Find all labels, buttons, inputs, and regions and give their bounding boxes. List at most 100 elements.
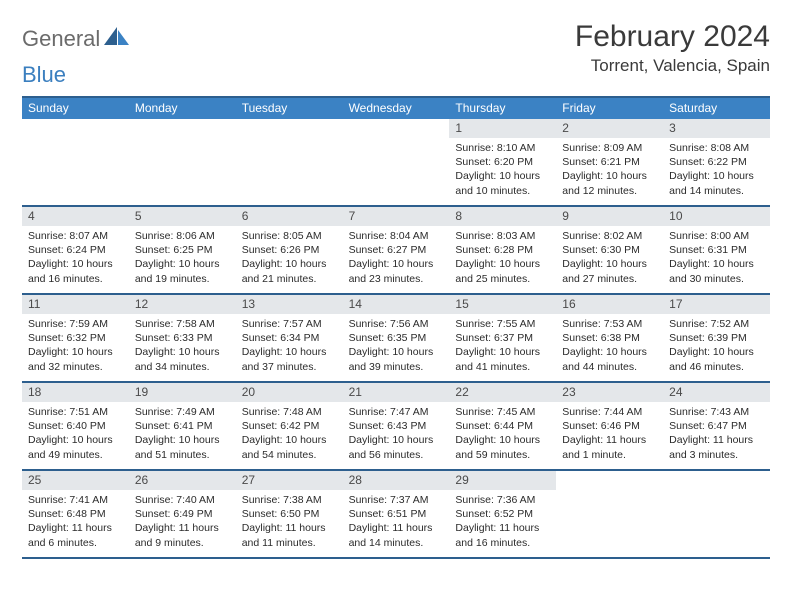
day-number — [663, 471, 770, 476]
day-cell: 13Sunrise: 7:57 AMSunset: 6:34 PMDayligh… — [236, 295, 343, 381]
sunrise-text: Sunrise: 7:36 AM — [455, 493, 550, 507]
day-details: Sunrise: 7:37 AMSunset: 6:51 PMDaylight:… — [343, 490, 450, 554]
day-details: Sunrise: 8:04 AMSunset: 6:27 PMDaylight:… — [343, 226, 450, 290]
weekday-header: Tuesday — [236, 98, 343, 119]
sunset-text: Sunset: 6:38 PM — [562, 331, 657, 345]
day-details: Sunrise: 8:06 AMSunset: 6:25 PMDaylight:… — [129, 226, 236, 290]
day-cell: 18Sunrise: 7:51 AMSunset: 6:40 PMDayligh… — [22, 383, 129, 469]
day-number: 8 — [449, 207, 556, 226]
day-cell: 7Sunrise: 8:04 AMSunset: 6:27 PMDaylight… — [343, 207, 450, 293]
week-row: 1Sunrise: 8:10 AMSunset: 6:20 PMDaylight… — [22, 119, 770, 207]
daylight-text: Daylight: 10 hours and 39 minutes. — [349, 345, 444, 373]
day-details: Sunrise: 7:52 AMSunset: 6:39 PMDaylight:… — [663, 314, 770, 378]
sunset-text: Sunset: 6:46 PM — [562, 419, 657, 433]
daylight-text: Daylight: 10 hours and 25 minutes. — [455, 257, 550, 285]
daylight-text: Daylight: 10 hours and 12 minutes. — [562, 169, 657, 197]
sunrise-text: Sunrise: 7:56 AM — [349, 317, 444, 331]
day-cell — [22, 119, 129, 205]
day-cell: 2 Sunrise: 8:09 AMSunset: 6:21 PMDaylight… — [556, 119, 663, 205]
day-details: Sunrise: 7:47 AMSunset: 6:43 PMDaylight:… — [343, 402, 450, 466]
day-details: Sunrise: 7:36 AMSunset: 6:52 PMDaylight:… — [449, 490, 556, 554]
daylight-text: Daylight: 10 hours and 44 minutes. — [562, 345, 657, 373]
sunrise-text: Sunrise: 8:05 AM — [242, 229, 337, 243]
daylight-text: Daylight: 10 hours and 41 minutes. — [455, 345, 550, 373]
day-cell — [236, 119, 343, 205]
sunrise-text: Sunrise: 7:37 AM — [349, 493, 444, 507]
sunset-text: Sunset: 6:47 PM — [669, 419, 764, 433]
day-number: 9 — [556, 207, 663, 226]
sunset-text: Sunset: 6:31 PM — [669, 243, 764, 257]
day-number: 22 — [449, 383, 556, 402]
daylight-text: Daylight: 10 hours and 46 minutes. — [669, 345, 764, 373]
sunset-text: Sunset: 6:43 PM — [349, 419, 444, 433]
day-cell: 20Sunrise: 7:48 AMSunset: 6:42 PMDayligh… — [236, 383, 343, 469]
day-details: Sunrise: 8:07 AMSunset: 6:24 PMDaylight:… — [22, 226, 129, 290]
logo: General — [22, 26, 132, 52]
sunset-text: Sunset: 6:41 PM — [135, 419, 230, 433]
daylight-text: Daylight: 11 hours and 11 minutes. — [242, 521, 337, 549]
logo-sail-icon — [104, 27, 130, 52]
day-cell: 21Sunrise: 7:47 AMSunset: 6:43 PMDayligh… — [343, 383, 450, 469]
day-number: 2 — [556, 119, 663, 138]
day-cell — [129, 119, 236, 205]
day-details: Sunrise: 7:53 AMSunset: 6:38 PMDaylight:… — [556, 314, 663, 378]
daylight-text: Daylight: 10 hours and 10 minutes. — [455, 169, 550, 197]
day-number: 18 — [22, 383, 129, 402]
day-details: Sunrise: 7:56 AMSunset: 6:35 PMDaylight:… — [343, 314, 450, 378]
sunset-text: Sunset: 6:52 PM — [455, 507, 550, 521]
daylight-text: Daylight: 10 hours and 21 minutes. — [242, 257, 337, 285]
daylight-text: Daylight: 10 hours and 37 minutes. — [242, 345, 337, 373]
sunset-text: Sunset: 6:33 PM — [135, 331, 230, 345]
sunset-text: Sunset: 6:21 PM — [562, 155, 657, 169]
day-cell: 10Sunrise: 8:00 AMSunset: 6:31 PMDayligh… — [663, 207, 770, 293]
sunrise-text: Sunrise: 8:03 AM — [455, 229, 550, 243]
logo-text-gray: General — [22, 26, 100, 52]
sunrise-text: Sunrise: 8:07 AM — [28, 229, 123, 243]
sunrise-text: Sunrise: 7:57 AM — [242, 317, 337, 331]
day-number — [343, 119, 450, 124]
sunrise-text: Sunrise: 7:55 AM — [455, 317, 550, 331]
sunset-text: Sunset: 6:27 PM — [349, 243, 444, 257]
daylight-text: Daylight: 11 hours and 16 minutes. — [455, 521, 550, 549]
daylight-text: Daylight: 10 hours and 16 minutes. — [28, 257, 123, 285]
week-row: 18Sunrise: 7:51 AMSunset: 6:40 PMDayligh… — [22, 383, 770, 471]
day-number: 17 — [663, 295, 770, 314]
sunset-text: Sunset: 6:26 PM — [242, 243, 337, 257]
daylight-text: Daylight: 10 hours and 23 minutes. — [349, 257, 444, 285]
day-details: Sunrise: 7:38 AMSunset: 6:50 PMDaylight:… — [236, 490, 343, 554]
day-cell: 3Sunrise: 8:08 AMSunset: 6:22 PMDaylight… — [663, 119, 770, 205]
day-number: 10 — [663, 207, 770, 226]
day-number: 26 — [129, 471, 236, 490]
weekday-header: Friday — [556, 98, 663, 119]
day-number: 23 — [556, 383, 663, 402]
sunset-text: Sunset: 6:39 PM — [669, 331, 764, 345]
day-number: 21 — [343, 383, 450, 402]
day-number: 7 — [343, 207, 450, 226]
daylight-text: Daylight: 10 hours and 14 minutes. — [669, 169, 764, 197]
sunrise-text: Sunrise: 7:43 AM — [669, 405, 764, 419]
day-details: Sunrise: 8:08 AMSunset: 6:22 PMDaylight:… — [663, 138, 770, 202]
calendar-page: General February 2024 Torrent, Valencia,… — [0, 0, 792, 579]
day-number: 13 — [236, 295, 343, 314]
day-details: Sunrise: 7:43 AMSunset: 6:47 PMDaylight:… — [663, 402, 770, 466]
day-cell: 25Sunrise: 7:41 AMSunset: 6:48 PMDayligh… — [22, 471, 129, 557]
daylight-text: Daylight: 10 hours and 19 minutes. — [135, 257, 230, 285]
sunrise-text: Sunrise: 7:58 AM — [135, 317, 230, 331]
day-cell — [663, 471, 770, 557]
day-cell: 16Sunrise: 7:53 AMSunset: 6:38 PMDayligh… — [556, 295, 663, 381]
day-number: 6 — [236, 207, 343, 226]
sunrise-text: Sunrise: 8:06 AM — [135, 229, 230, 243]
title-block: February 2024 Torrent, Valencia, Spain — [575, 20, 770, 76]
daylight-text: Daylight: 11 hours and 1 minute. — [562, 433, 657, 461]
daylight-text: Daylight: 10 hours and 34 minutes. — [135, 345, 230, 373]
logo-text-blue: Blue — [22, 62, 66, 88]
sunrise-text: Sunrise: 7:44 AM — [562, 405, 657, 419]
daylight-text: Daylight: 10 hours and 32 minutes. — [28, 345, 123, 373]
week-row: 25Sunrise: 7:41 AMSunset: 6:48 PMDayligh… — [22, 471, 770, 559]
day-number: 19 — [129, 383, 236, 402]
sunrise-text: Sunrise: 8:09 AM — [562, 141, 657, 155]
day-details: Sunrise: 7:49 AMSunset: 6:41 PMDaylight:… — [129, 402, 236, 466]
sunrise-text: Sunrise: 8:08 AM — [669, 141, 764, 155]
day-details: Sunrise: 7:55 AMSunset: 6:37 PMDaylight:… — [449, 314, 556, 378]
sunset-text: Sunset: 6:35 PM — [349, 331, 444, 345]
